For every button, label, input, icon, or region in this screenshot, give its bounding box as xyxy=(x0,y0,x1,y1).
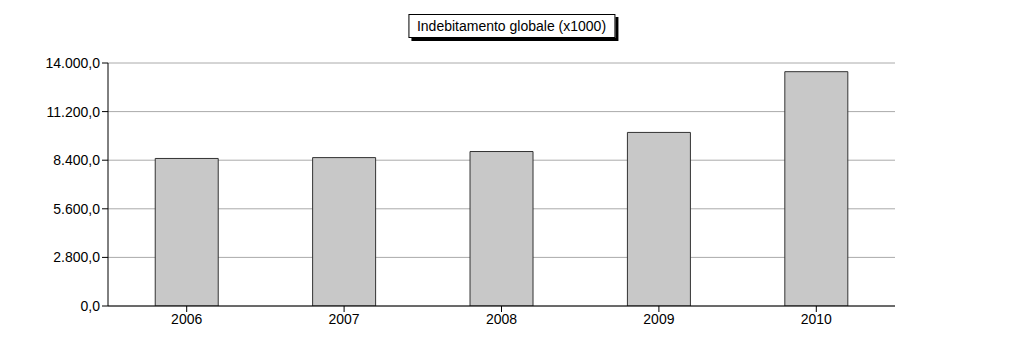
svg-text:2009: 2009 xyxy=(643,311,674,327)
svg-text:11.200,0: 11.200,0 xyxy=(47,104,101,120)
svg-text:2008: 2008 xyxy=(486,311,517,327)
svg-text:5.600,0: 5.600,0 xyxy=(53,201,100,217)
svg-text:8.400,0: 8.400,0 xyxy=(53,152,100,168)
html-text:Indebitamento globale (x1000): Indebitamento globale (x1000) xyxy=(416,18,607,34)
svg-text:2.800,0: 2.800,0 xyxy=(53,249,100,265)
svg-text:2007: 2007 xyxy=(329,311,360,327)
svg-text:0,0: 0,0 xyxy=(81,298,101,314)
svg-text:14.000,0: 14.000,0 xyxy=(46,55,101,71)
svg-text:2010: 2010 xyxy=(801,311,832,327)
svg-text:2006: 2006 xyxy=(171,311,202,327)
